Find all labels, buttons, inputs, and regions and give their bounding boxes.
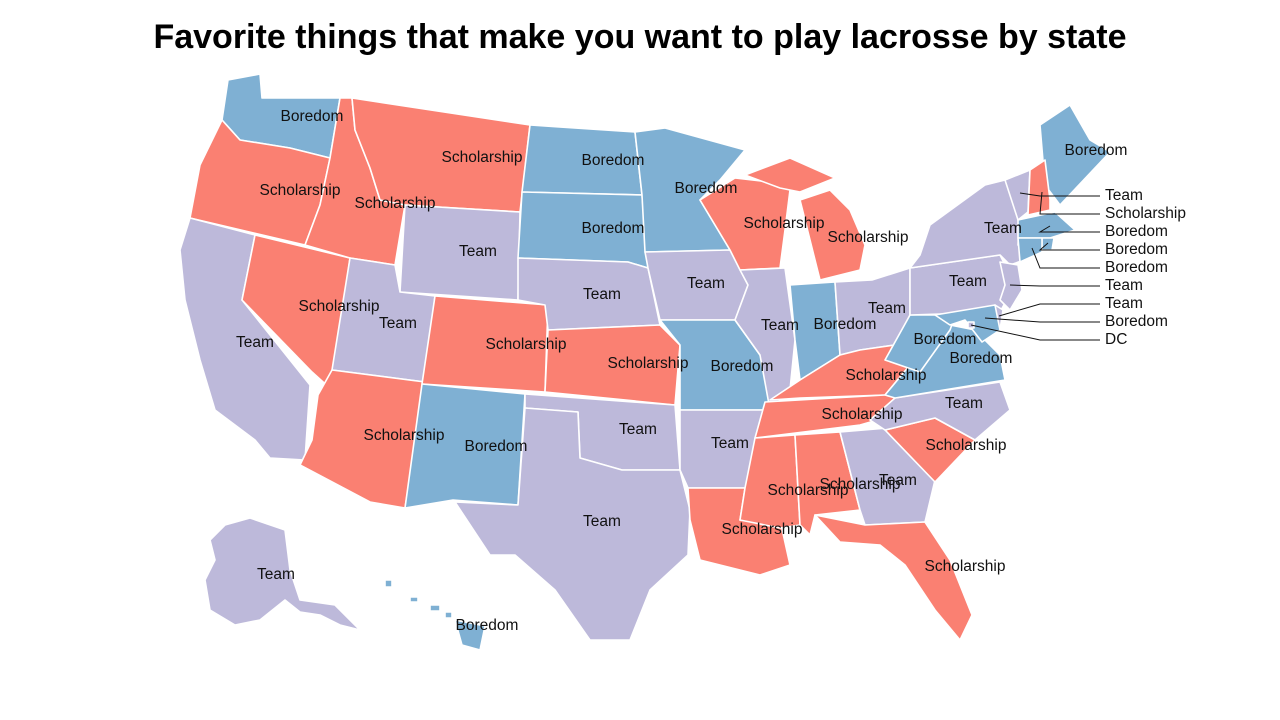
state-label-iowa: Team <box>687 275 725 292</box>
state-label-south-carolina: Scholarship <box>926 437 1007 454</box>
state-label-hawaii: Boredom <box>456 617 519 634</box>
callout-leader-rhode-island <box>1038 242 1100 251</box>
state-rhode-island <box>1041 237 1055 251</box>
state-label-alaska: Team <box>257 566 295 583</box>
callout-label-new-hampshire: Scholarship <box>1105 205 1186 222</box>
state-label-new-mexico: Boredom <box>465 438 528 455</box>
state-label-minnesota: Boredom <box>675 180 738 197</box>
callout-label-connecticut: Boredom <box>1105 259 1168 276</box>
callout-label-dc: DC <box>1105 331 1127 348</box>
callout-leader-connecticut <box>1031 247 1100 269</box>
state-maryland <box>934 304 1001 343</box>
state-label-texas: Team <box>583 513 621 530</box>
state-label-idaho: Scholarship <box>355 195 436 212</box>
state-massachusetts <box>1017 211 1076 239</box>
callout-leader-new-hampshire <box>1039 191 1100 215</box>
state-label-north-carolina: Team <box>945 395 983 412</box>
state-label-kentucky: Scholarship <box>846 367 927 384</box>
state-label-wisconsin: Scholarship <box>744 215 825 232</box>
state-label-oklahoma: Team <box>619 421 657 438</box>
callout-label-new-jersey: Team <box>1105 277 1143 294</box>
state-connecticut <box>1017 237 1043 263</box>
callout-leader-delaware <box>998 303 1100 317</box>
callout-leader-vermont <box>1019 192 1100 197</box>
state-michigan <box>744 157 866 281</box>
state-new-hampshire <box>1027 159 1051 216</box>
page-title: Favorite things that make you want to pl… <box>153 18 1127 56</box>
state-label-north-dakota: Boredom <box>582 152 645 169</box>
state-label-south-dakota: Boredom <box>582 220 645 237</box>
callout-label-delaware: Team <box>1105 295 1143 312</box>
state-label-colorado: Scholarship <box>486 336 567 353</box>
state-label-nevada: Scholarship <box>299 298 380 315</box>
callout-leader-new-jersey <box>1009 284 1100 287</box>
state-label-arizona: Scholarship <box>364 427 445 444</box>
callout-leader-dc <box>970 324 1100 341</box>
callout-label-rhode-island: Boredom <box>1105 241 1168 258</box>
state-label-utah: Team <box>379 315 417 332</box>
state-texas <box>454 407 691 641</box>
state-label-michigan: Scholarship <box>828 229 909 246</box>
state-label-alabama: Scholarship <box>820 476 901 493</box>
callout-label-maryland: Boredom <box>1105 313 1168 330</box>
state-label-virginia: Boredom <box>950 350 1013 367</box>
state-label-arkansas: Team <box>711 435 749 452</box>
state-label-montana: Scholarship <box>442 149 523 166</box>
state-label-georgia: Team <box>879 472 917 489</box>
callout-label-vermont: Team <box>1105 187 1143 204</box>
state-label-oregon: Scholarship <box>260 182 341 199</box>
state-label-pennsylvania: Team <box>949 273 987 290</box>
state-label-west-virginia: Boredom <box>914 331 977 348</box>
state-label-nebraska: Team <box>583 286 621 303</box>
state-label-ohio: Team <box>868 300 906 317</box>
state-label-mississippi: Scholarship <box>768 482 849 499</box>
state-florida <box>814 514 973 641</box>
state-label-louisiana: Scholarship <box>722 521 803 538</box>
state-wisconsin <box>699 177 791 271</box>
callout-leader-maryland <box>984 317 1100 323</box>
state-label-florida: Scholarship <box>925 558 1006 575</box>
callout-leader-massachusetts <box>1038 225 1100 233</box>
state-label-indiana: Boredom <box>814 316 877 333</box>
state-label-missouri: Boredom <box>711 358 774 375</box>
state-label-wyoming: Team <box>459 243 497 260</box>
state-hawaii <box>384 579 486 651</box>
state-new-jersey <box>999 261 1023 311</box>
state-alaska <box>204 517 361 631</box>
state-kansas <box>544 324 681 406</box>
state-label-washington: Boredom <box>281 108 344 125</box>
state-label-new-york: Team <box>984 220 1022 237</box>
callout-label-massachusetts: Boredom <box>1105 223 1168 240</box>
state-label-kansas: Scholarship <box>608 355 689 372</box>
state-label-tennessee: Scholarship <box>822 406 903 423</box>
state-new-mexico <box>404 383 526 509</box>
state-label-illinois: Team <box>761 317 799 334</box>
state-label-california: Team <box>236 334 274 351</box>
state-label-maine: Boredom <box>1065 142 1128 159</box>
